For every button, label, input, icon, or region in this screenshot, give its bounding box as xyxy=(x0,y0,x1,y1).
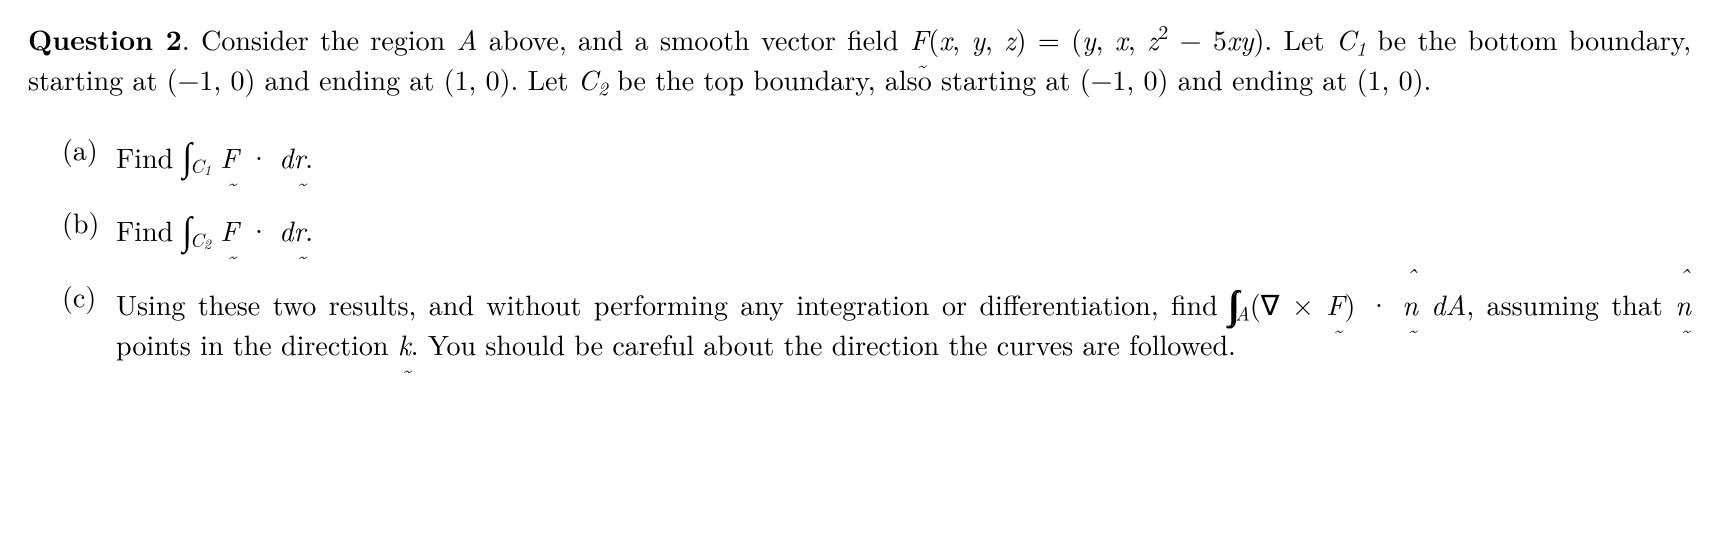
minus-5: − 5 xyxy=(1168,19,1227,59)
var-k: k xyxy=(398,326,411,364)
var-x: x xyxy=(1227,19,1240,59)
sub-C2: C2 xyxy=(190,225,211,253)
var-C1: C xyxy=(1336,19,1356,59)
sub-2: 2 xyxy=(598,73,608,101)
var-r: r xyxy=(293,139,305,177)
dot: · xyxy=(239,137,279,177)
var-x: x xyxy=(939,19,952,59)
var-F: F xyxy=(220,139,238,177)
part-a-body: Find ∫C1 F · dr. xyxy=(116,131,1691,181)
var-y: y xyxy=(971,19,985,59)
txt: , assuming that xyxy=(1466,284,1675,324)
part-b: (b) Find ∫C2 F · dr. xyxy=(62,204,1691,254)
var-z: z xyxy=(1004,19,1015,59)
txt-find: Find xyxy=(116,210,183,250)
txt: Let xyxy=(1284,19,1336,59)
parts-list: (a) Find ∫C1 F · dr. (b) Find ∫C2 F · dr… xyxy=(28,131,1691,364)
integral-icon: ∫ xyxy=(183,128,192,181)
var-F: F xyxy=(220,212,238,250)
dot: · xyxy=(239,210,279,250)
var-d: d xyxy=(279,210,293,250)
part-b-body: Find ∫C2 F · dr. xyxy=(116,204,1691,254)
var-n-hat: n xyxy=(1675,286,1691,324)
period: . xyxy=(305,137,313,177)
comma: , xyxy=(1128,19,1147,59)
txt-lead: Using these two results, and without per… xyxy=(116,284,1230,324)
sub-1: 1 xyxy=(1356,33,1366,61)
rparen-dot: ) · xyxy=(1345,284,1403,324)
var-A: A xyxy=(457,19,478,59)
space xyxy=(211,210,220,250)
var-z: z xyxy=(1147,19,1158,59)
txt: points in the direction xyxy=(116,324,398,364)
txt-find: Find xyxy=(116,137,183,177)
integral-icon: ∫ xyxy=(1228,275,1237,328)
comma: , xyxy=(985,19,1004,59)
question-statement: Question 2. Consider the region A above,… xyxy=(28,18,1691,101)
nabla-icon: ∇ xyxy=(1261,284,1280,324)
question-label: Question 2 xyxy=(28,19,182,59)
lparen: ( xyxy=(928,19,939,59)
var-n-hat: n xyxy=(1402,286,1418,324)
part-c: (c) Using these two results, and without… xyxy=(62,278,1691,364)
part-a-label: (a) xyxy=(62,131,116,169)
question-page: Question 2. Consider the region A above,… xyxy=(0,0,1719,548)
var-y: y xyxy=(1240,19,1254,59)
var-r: r xyxy=(293,212,305,250)
part-c-body: Using these two results, and without per… xyxy=(116,278,1691,364)
var-x: x xyxy=(1115,19,1128,59)
part-a: (a) Find ∫C1 F · dr. xyxy=(62,131,1691,181)
var-y: y xyxy=(1082,19,1096,59)
lparen: ( xyxy=(1250,284,1261,324)
rparen-eq-lparen: ) = ( xyxy=(1016,19,1082,59)
txt: be the top boundary, also starting at (−… xyxy=(608,59,1431,99)
part-b-label: (b) xyxy=(62,204,116,242)
txt: Consider the region xyxy=(201,19,456,59)
period: . xyxy=(305,210,313,250)
dA: dA xyxy=(1418,284,1466,324)
sub-C1: C1 xyxy=(190,151,211,179)
times: × xyxy=(1279,284,1326,324)
period: . xyxy=(182,19,201,59)
integral-icon: ∫ xyxy=(183,201,192,254)
txt: above, and a smooth vector field xyxy=(477,19,910,59)
var-d: d xyxy=(279,137,293,177)
txt: . You should be careful about the direct… xyxy=(411,324,1236,364)
var-F: F xyxy=(1326,286,1344,324)
exp-2: 2 xyxy=(1158,17,1168,45)
var-C2: C xyxy=(578,59,598,99)
comma: , xyxy=(952,19,971,59)
space xyxy=(211,137,220,177)
comma: , xyxy=(1096,19,1115,59)
part-c-label: (c) xyxy=(62,278,116,316)
var-F: F xyxy=(910,21,928,59)
rparen: ). xyxy=(1254,19,1273,59)
